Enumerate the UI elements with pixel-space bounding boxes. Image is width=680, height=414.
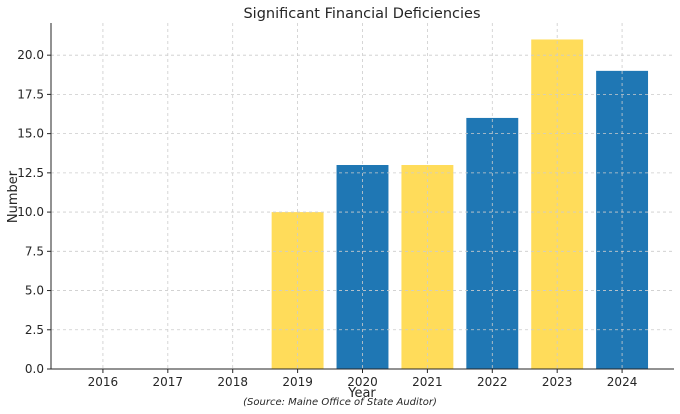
x-axis-title: Year xyxy=(347,386,376,401)
x-tick-label-2021: 2021 xyxy=(412,375,443,389)
x-tick-label-2016: 2016 xyxy=(88,375,119,389)
x-tick-label-2019: 2019 xyxy=(282,375,313,389)
y-tick-label: 5.0 xyxy=(25,284,44,298)
axes xyxy=(47,23,674,373)
bars xyxy=(271,39,649,370)
y-axis-title: Number xyxy=(6,170,21,223)
x-tick-label-2017: 2017 xyxy=(153,375,184,389)
x-tick-label-2018: 2018 xyxy=(217,375,248,389)
tick-labels: 0.0 2.5 5.0 7.5 10.0 12.5 15.0 17.5 20.0 2016 2017… xyxy=(17,48,637,389)
y-tick-label: 2.5 xyxy=(25,323,44,337)
bar-2022 xyxy=(466,117,519,370)
chart-title: Significant Financial Deficiencies xyxy=(243,6,480,22)
x-tick-label-2020: 2020 xyxy=(347,375,378,389)
y-tick-label: 20.0 xyxy=(17,48,44,62)
x-tick-label-2024: 2024 xyxy=(607,375,638,389)
bar-2021 xyxy=(401,165,454,369)
bar-2020 xyxy=(336,165,389,369)
x-tick-label-2022: 2022 xyxy=(477,375,508,389)
y-tick-label: 0.0 xyxy=(25,362,44,376)
y-tick-label: 17.5 xyxy=(17,87,44,101)
source-note: (Source: Maine Office of State Auditor) xyxy=(243,397,437,408)
x-tick-label-2023: 2023 xyxy=(542,375,573,389)
y-tick-label: 10.0 xyxy=(17,205,44,219)
y-tick-label: 15.0 xyxy=(17,127,44,141)
y-tick-label: 7.5 xyxy=(25,244,44,258)
y-tick-label: 12.5 xyxy=(17,166,44,180)
